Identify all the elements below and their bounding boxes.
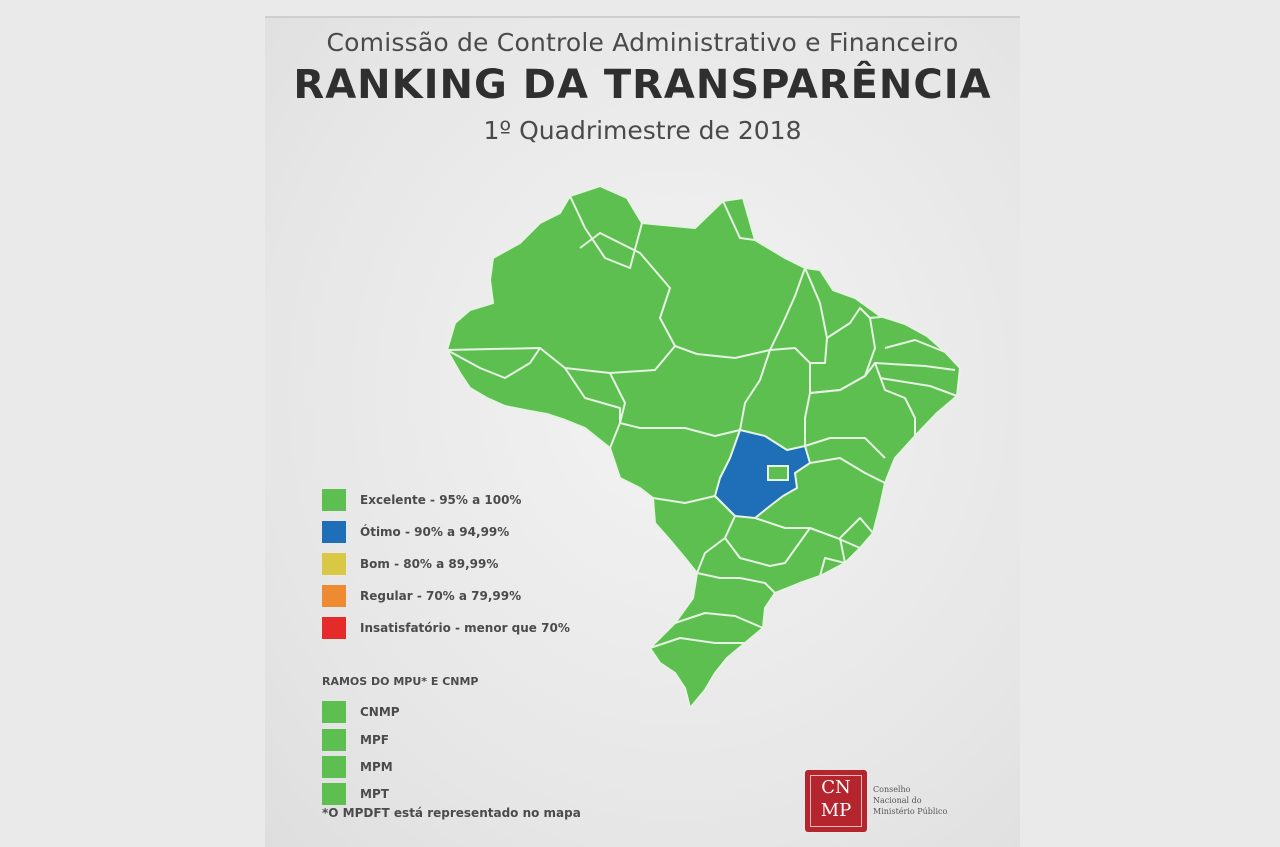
legend-swatch-otimo [322,521,346,543]
legend-label-otimo: Ótimo - 90% a 94,99% [360,525,510,539]
logo-line-3: Ministério Público [873,807,948,816]
border-parana [696,572,776,594]
legend-swatch-insatisfatorio [322,617,346,639]
logo-mark-bottom: MP [820,800,852,821]
ramo-label-cnmp: CNMP [360,705,400,719]
transparency-ranking-poster: Comissão de Controle Administrativo e Fi… [265,16,1020,847]
ramo-label-mpm: MPM [360,760,393,774]
logo-line-1: Conselho [873,785,911,794]
ramo-swatch-cnmp [322,701,346,723]
legend-swatch-regular [322,585,346,607]
ramo-item-cnmp: CNMP [322,700,400,724]
border-mato-grosso-do-sul [652,495,736,574]
legend-item-bom: Bom - 80% a 89,99% [322,552,498,576]
border-tocantins [769,347,811,446]
legend-item-otimo: Ótimo - 90% a 94,99% [322,520,509,544]
ramo-item-mpt: MPT [322,782,389,806]
border-rondonia [564,367,621,449]
ramo-item-mpm: MPM [322,755,393,779]
border-rio-grande-do-sul [649,637,745,649]
border-santa-catarina [674,612,764,629]
cnmp-logo-monogram: CN MP [810,775,862,827]
border-roraima [569,195,643,269]
ramo-label-mpf: MPF [360,733,389,747]
legend-item-excelente: Excelente - 95% a 100% [322,488,521,512]
cnmp-logo-mark: CN MP [805,770,867,832]
ramo-label-mpt: MPT [360,787,389,801]
legend-item-insatisfatorio: Insatisfatório - menor que 70% [322,616,570,640]
ramos-title: RAMOS DO MPU* E CNMP [322,675,479,688]
cnmp-logo: CN MP Conselho Nacional do Ministério Pú… [805,770,1005,840]
period-subtitle: 1º Quadrimestre de 2018 [483,116,802,145]
border-rio-es [819,517,874,577]
distrito-federal [767,465,789,481]
legend-label-insatisfatorio: Insatisfatório - menor que 70% [360,621,570,635]
cnmp-logo-text: Conselho Nacional do Ministério Público [873,784,947,817]
brazil-map [446,185,961,709]
legend-label-excelente: Excelente - 95% a 100% [360,493,522,507]
ramo-item-mpf: MPF [322,728,389,752]
border-ceara-rn [869,315,958,397]
border-acre [446,347,541,379]
border-mato-grosso [609,349,771,437]
logo-line-2: Nacional do [873,796,922,805]
footnote: *O MPDFT está representado no mapa [322,806,581,820]
state-borders [446,195,958,649]
ramo-swatch-mpt [322,783,346,805]
border-sao-paulo [724,527,811,567]
border-bahia [804,362,916,459]
border-amapa [722,200,756,241]
legend-item-regular: Regular - 70% a 79,99% [322,584,521,608]
country-shape [446,185,961,709]
ramo-swatch-mpm [322,756,346,778]
legend-label-regular: Regular - 70% a 79,99% [360,589,522,603]
legend-swatch-bom [322,553,346,575]
legend-label-bom: Bom - 80% a 89,99% [360,557,499,571]
legend-swatch-excelente [322,489,346,511]
commission-name: Comissão de Controle Administrativo e Fi… [326,28,959,57]
ramo-swatch-mpf [322,729,346,751]
logo-mark-top: CN [821,777,851,798]
ranking-title: RANKING DA TRANSPARÊNCIA [293,62,992,108]
brazil-states-excelente [446,185,961,709]
goias-otimo [714,429,811,519]
